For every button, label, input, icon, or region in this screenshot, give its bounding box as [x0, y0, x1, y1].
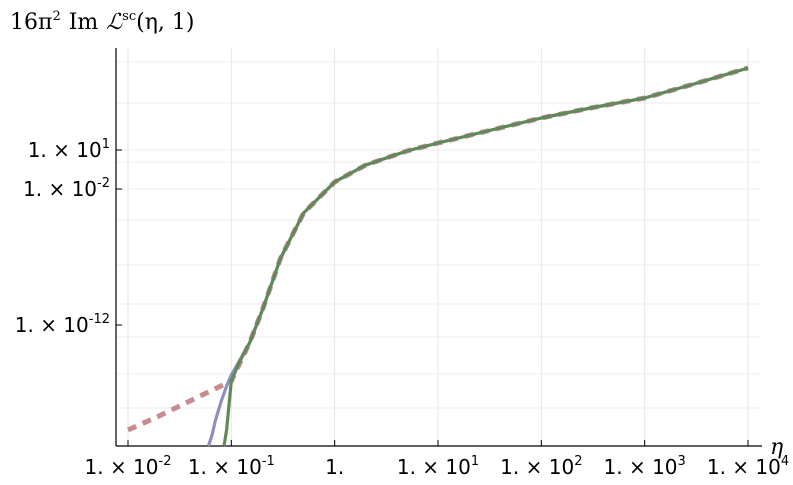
x-tick-label: 1. × 10-1 — [188, 454, 275, 479]
x-tick-label: 1. × 103 — [604, 454, 686, 479]
grid — [116, 48, 760, 446]
y-tick-label: 1. × 101 — [28, 137, 110, 162]
x-tick-label: 1. — [325, 455, 344, 479]
x-tick-label: 1. × 104 — [707, 454, 789, 479]
axes — [115, 48, 762, 447]
x-tick-label: 1. × 10-2 — [85, 454, 172, 479]
x-tick-label: 1. × 102 — [500, 454, 582, 479]
green-series-line — [222, 66, 749, 447]
x-tick-label: 1. × 101 — [397, 454, 479, 479]
purple-series-line — [206, 66, 749, 447]
tick-layer: 1. × 10-2 1. × 10-1 1. 1. × 101 1. × 102 1. ×… — [15, 137, 789, 479]
x-axis-label: η — [770, 435, 783, 460]
y-tick-label: 1. × 10-12 — [15, 312, 110, 337]
series-layer — [126, 65, 749, 447]
y-tick-label: 1. × 10-2 — [23, 176, 110, 201]
chart-title: 16π2 Im ℒsc(η, 1) — [10, 9, 194, 35]
